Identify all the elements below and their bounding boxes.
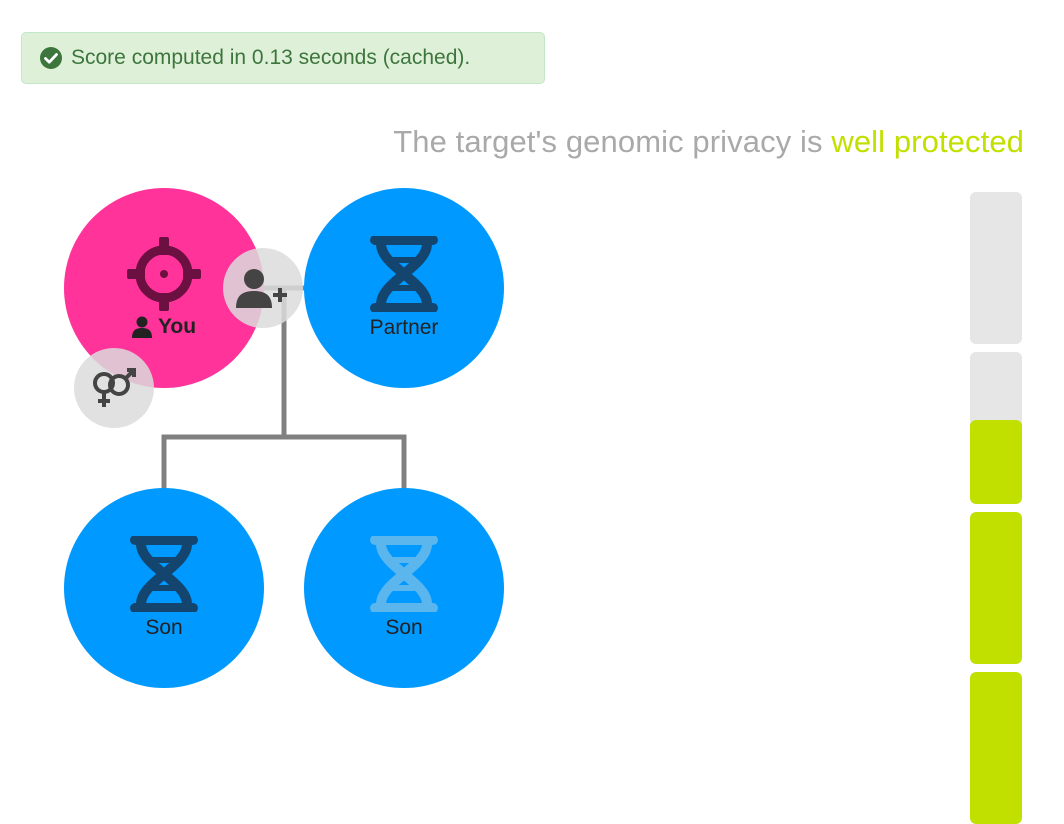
node-son-1[interactable]: Son (64, 488, 264, 688)
meter-segment (970, 192, 1022, 344)
status-alert: Score computed in 0.13 seconds (cached). (21, 32, 545, 84)
dna-icon (130, 536, 198, 612)
privacy-meter (970, 0, 1022, 824)
node-son-1-label: Son (145, 616, 183, 639)
meter-segment (970, 672, 1022, 824)
node-you-label: You (131, 315, 196, 339)
status-message: Score computed in 0.13 seconds (cached). (71, 46, 471, 69)
person-icon (131, 316, 152, 338)
node-partner[interactable]: Partner (304, 188, 504, 388)
meter-segment (970, 512, 1022, 664)
crosshair-target-icon (127, 237, 201, 311)
privacy-headline: The target's genomic privacy is well pro… (393, 124, 1024, 160)
gender-icon (93, 368, 136, 407)
add-person-icon (236, 269, 287, 308)
node-son-2[interactable]: Son (304, 488, 504, 688)
headline-prefix: The target's genomic privacy is (393, 124, 832, 159)
dna-faded-icon (370, 536, 438, 612)
dna-icon (370, 236, 438, 312)
add-partner-button[interactable] (223, 248, 303, 328)
node-partner-label: Partner (369, 316, 439, 339)
privacy-verdict: well protected (831, 124, 1024, 159)
family-tree: You Partner Son Son (0, 0, 560, 736)
node-son-2-label: Son (385, 616, 423, 639)
check-circle-icon (40, 47, 62, 69)
meter-segment (970, 352, 1022, 504)
change-sex-button[interactable] (74, 348, 154, 428)
